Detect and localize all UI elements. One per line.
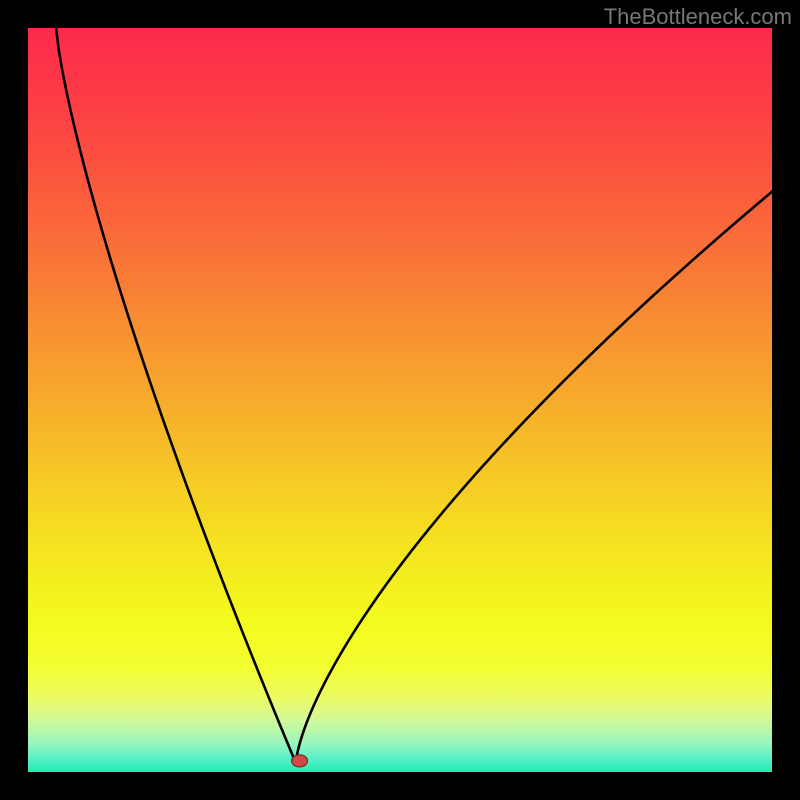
optimal-point-marker [292,755,308,767]
chart-svg [28,28,772,772]
watermark-text: TheBottleneck.com [604,4,792,30]
plot-area [28,28,772,772]
gradient-background [28,28,772,772]
chart-container: TheBottleneck.com [0,0,800,800]
